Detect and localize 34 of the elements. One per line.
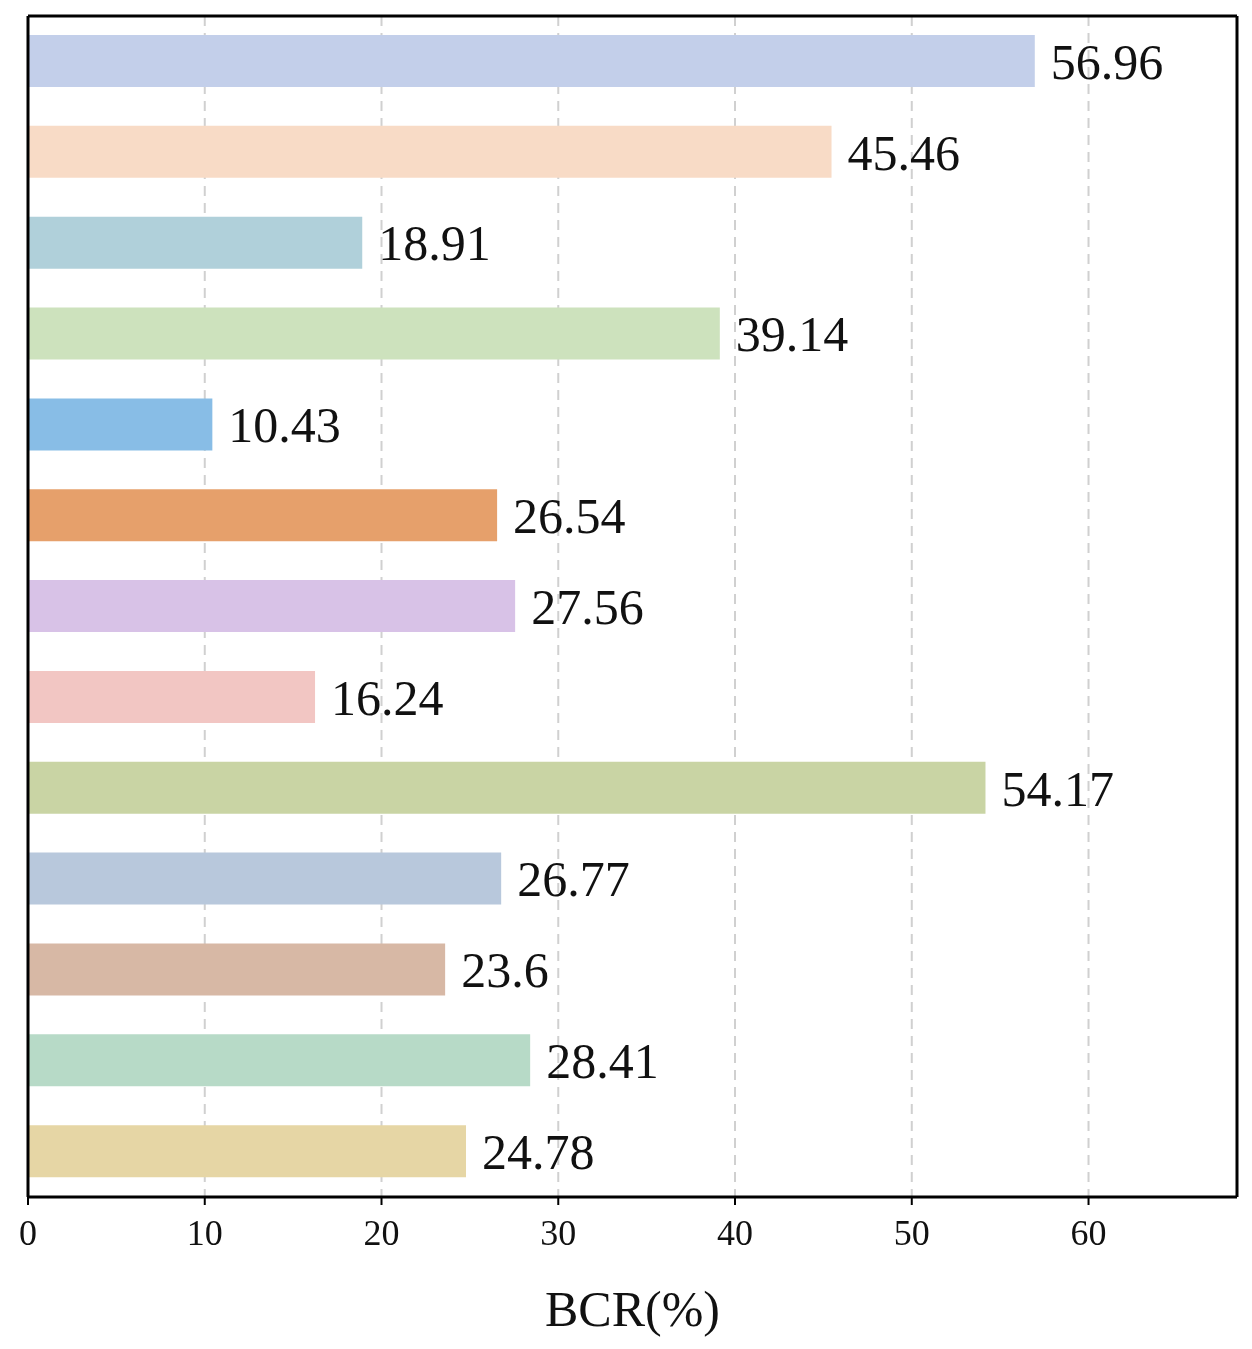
- x-tick-label: 0: [19, 1212, 37, 1253]
- data-label: 26.54: [513, 487, 626, 544]
- bar: [28, 125, 832, 178]
- data-label: 54.17: [1001, 760, 1114, 817]
- bar: [28, 398, 213, 451]
- bar: [28, 489, 498, 542]
- x-axis-title: BCR(%): [545, 1281, 720, 1337]
- bar: [28, 216, 363, 269]
- data-label: 26.77: [517, 851, 630, 908]
- data-label: 27.56: [531, 578, 644, 635]
- data-label: 23.6: [461, 942, 549, 999]
- x-tick-label: 60: [1070, 1212, 1107, 1253]
- data-label: 10.43: [228, 397, 341, 454]
- bar: [28, 1034, 531, 1087]
- data-label: 45.46: [847, 124, 961, 181]
- x-tick-label: 20: [363, 1212, 400, 1253]
- bar: [28, 1125, 466, 1178]
- x-tick-label: 10: [186, 1212, 223, 1253]
- data-label: 56.96: [1050, 33, 1164, 90]
- x-tick-label: 40: [717, 1212, 754, 1253]
- data-label: 16.24: [331, 669, 444, 726]
- bar: [28, 852, 502, 905]
- bar: [28, 670, 316, 723]
- bar: [28, 943, 446, 996]
- data-label: 24.78: [482, 1123, 595, 1180]
- bar: [28, 307, 720, 360]
- bar: [28, 761, 986, 814]
- data-label: 39.14: [735, 306, 849, 363]
- x-tick-label: 30: [540, 1212, 577, 1253]
- data-label: 28.41: [546, 1033, 659, 1090]
- bar: [28, 580, 516, 633]
- bar: [28, 35, 1035, 87]
- data-label: 18.91: [378, 215, 491, 272]
- x-tick-label: 50: [893, 1212, 930, 1253]
